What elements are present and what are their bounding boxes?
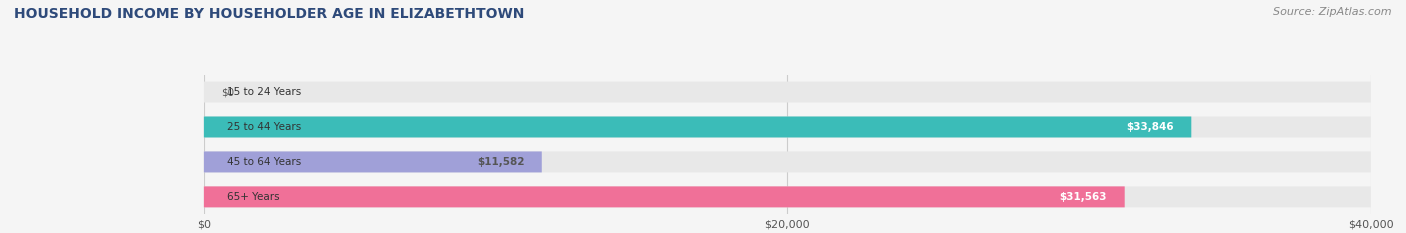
Text: $31,563: $31,563 bbox=[1060, 192, 1107, 202]
Text: 45 to 64 Years: 45 to 64 Years bbox=[228, 157, 301, 167]
FancyBboxPatch shape bbox=[204, 151, 1371, 172]
Text: $0: $0 bbox=[221, 87, 235, 97]
Text: 15 to 24 Years: 15 to 24 Years bbox=[228, 87, 301, 97]
FancyBboxPatch shape bbox=[204, 82, 1371, 103]
FancyBboxPatch shape bbox=[204, 186, 1371, 207]
FancyBboxPatch shape bbox=[204, 151, 541, 172]
Text: 65+ Years: 65+ Years bbox=[228, 192, 280, 202]
FancyBboxPatch shape bbox=[204, 116, 1371, 137]
FancyBboxPatch shape bbox=[204, 186, 1125, 207]
Text: $11,582: $11,582 bbox=[477, 157, 524, 167]
Text: 25 to 44 Years: 25 to 44 Years bbox=[228, 122, 301, 132]
Text: Source: ZipAtlas.com: Source: ZipAtlas.com bbox=[1274, 7, 1392, 17]
Text: HOUSEHOLD INCOME BY HOUSEHOLDER AGE IN ELIZABETHTOWN: HOUSEHOLD INCOME BY HOUSEHOLDER AGE IN E… bbox=[14, 7, 524, 21]
FancyBboxPatch shape bbox=[204, 116, 1191, 137]
Text: $33,846: $33,846 bbox=[1126, 122, 1174, 132]
